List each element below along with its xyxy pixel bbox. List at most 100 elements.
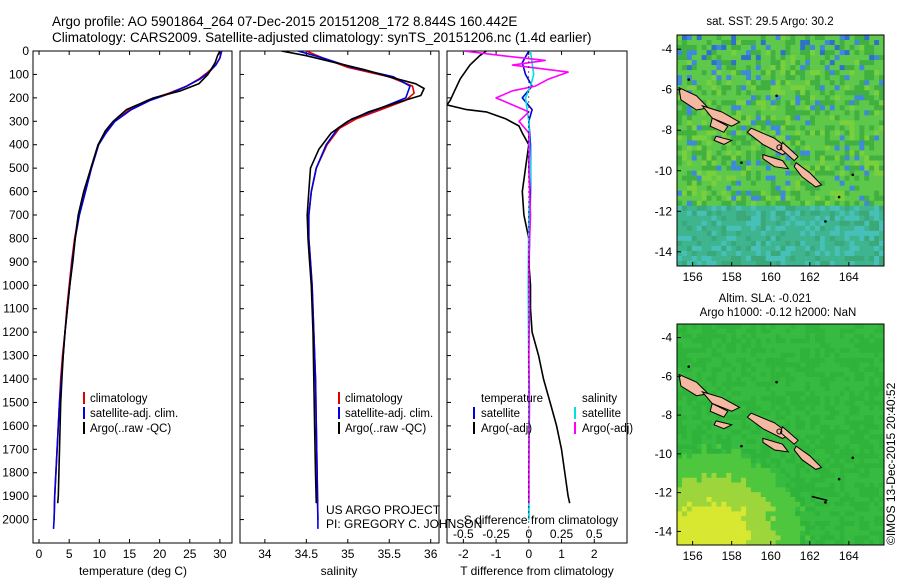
map-cell — [819, 530, 826, 536]
map-cell — [805, 477, 811, 483]
map-cell — [711, 235, 717, 242]
map-cell — [869, 506, 875, 512]
map-cell — [824, 444, 831, 450]
map-cell — [849, 240, 855, 247]
map-cell — [736, 55, 742, 61]
map-cell — [795, 220, 801, 227]
map-cell — [854, 372, 860, 378]
map-cell — [854, 150, 860, 156]
map-cell — [775, 472, 781, 479]
map-cell — [726, 75, 732, 81]
map-cell — [854, 429, 860, 435]
map-cell — [864, 95, 870, 101]
map-cell — [824, 525, 831, 531]
map-cell — [805, 463, 811, 469]
map-cell — [829, 145, 836, 151]
map-cell — [839, 415, 845, 421]
map-cell — [800, 463, 806, 469]
map-cell — [677, 50, 683, 56]
map-cell — [701, 130, 707, 136]
map-cell — [819, 328, 826, 334]
map-cell — [834, 260, 840, 266]
map-cell — [844, 235, 850, 242]
map-cell — [810, 245, 816, 252]
map-cell — [874, 35, 880, 41]
map-cell — [701, 410, 707, 416]
map-cell — [795, 453, 801, 459]
map-cell — [726, 40, 732, 46]
map-cell — [711, 100, 717, 106]
map-cell — [746, 482, 752, 488]
map-cell — [810, 35, 816, 41]
y-tick-label: 1800 — [2, 466, 29, 480]
map-cell — [869, 35, 875, 41]
map-cell — [854, 215, 860, 222]
map-cell — [800, 205, 806, 212]
map-cell — [755, 333, 762, 339]
map-cell — [869, 420, 875, 426]
map-cell — [726, 150, 732, 156]
map-cell — [815, 145, 821, 151]
map-cell — [686, 333, 693, 339]
map-cell — [691, 160, 698, 166]
map-cell — [750, 324, 757, 330]
map-cell — [795, 190, 801, 196]
map-cell — [775, 190, 781, 196]
map-cell — [686, 453, 693, 459]
map-cell — [805, 230, 811, 237]
map-cell — [696, 424, 702, 430]
map-cell — [731, 511, 737, 517]
map-cell — [815, 405, 821, 411]
map-cell — [755, 367, 762, 373]
map-cell — [819, 190, 826, 196]
map-cell — [770, 386, 776, 392]
map-cell — [721, 45, 727, 51]
map-cell — [716, 95, 722, 101]
map-cell — [839, 396, 845, 402]
map-cell — [844, 472, 850, 479]
map-cell — [731, 530, 737, 536]
map-cell — [716, 40, 722, 46]
map-cell — [701, 520, 707, 527]
map-cell — [834, 348, 840, 354]
map-cell — [879, 155, 884, 161]
map-cell — [874, 45, 880, 51]
map-cell — [849, 357, 855, 363]
map-cell — [829, 448, 836, 455]
map-cell — [810, 240, 816, 247]
map-cell — [874, 372, 880, 378]
map-cell — [746, 324, 752, 330]
islet — [740, 161, 743, 164]
map-cell — [726, 175, 732, 181]
map-cell — [716, 516, 722, 522]
map-cell — [686, 255, 693, 262]
map-cell — [824, 65, 831, 71]
map-cell — [677, 511, 683, 517]
map-cell — [755, 535, 762, 541]
map-cell — [706, 410, 712, 416]
map-cell — [800, 190, 806, 196]
map-cell — [854, 525, 860, 531]
map-cell — [696, 35, 702, 41]
map-cell — [800, 220, 806, 227]
map-cell — [746, 255, 752, 262]
map-cell — [810, 145, 816, 151]
map-cell — [869, 205, 875, 212]
map-cell — [696, 80, 702, 86]
map-cell — [677, 540, 683, 545]
map-cell — [691, 468, 698, 474]
map-cell — [819, 477, 826, 483]
map-cell — [706, 75, 712, 81]
map-cell — [686, 115, 693, 121]
map-cell — [785, 110, 791, 116]
map-cell — [810, 516, 816, 522]
map-cell — [785, 410, 791, 416]
map-cell — [716, 381, 722, 387]
temperature-xlabel: temperature (deg C) — [79, 564, 187, 578]
map-cell — [879, 367, 884, 373]
map-cell — [696, 90, 702, 96]
map-cell — [721, 75, 727, 81]
map-cell — [755, 482, 762, 488]
map-cell — [770, 95, 776, 101]
map-cell — [824, 458, 831, 464]
